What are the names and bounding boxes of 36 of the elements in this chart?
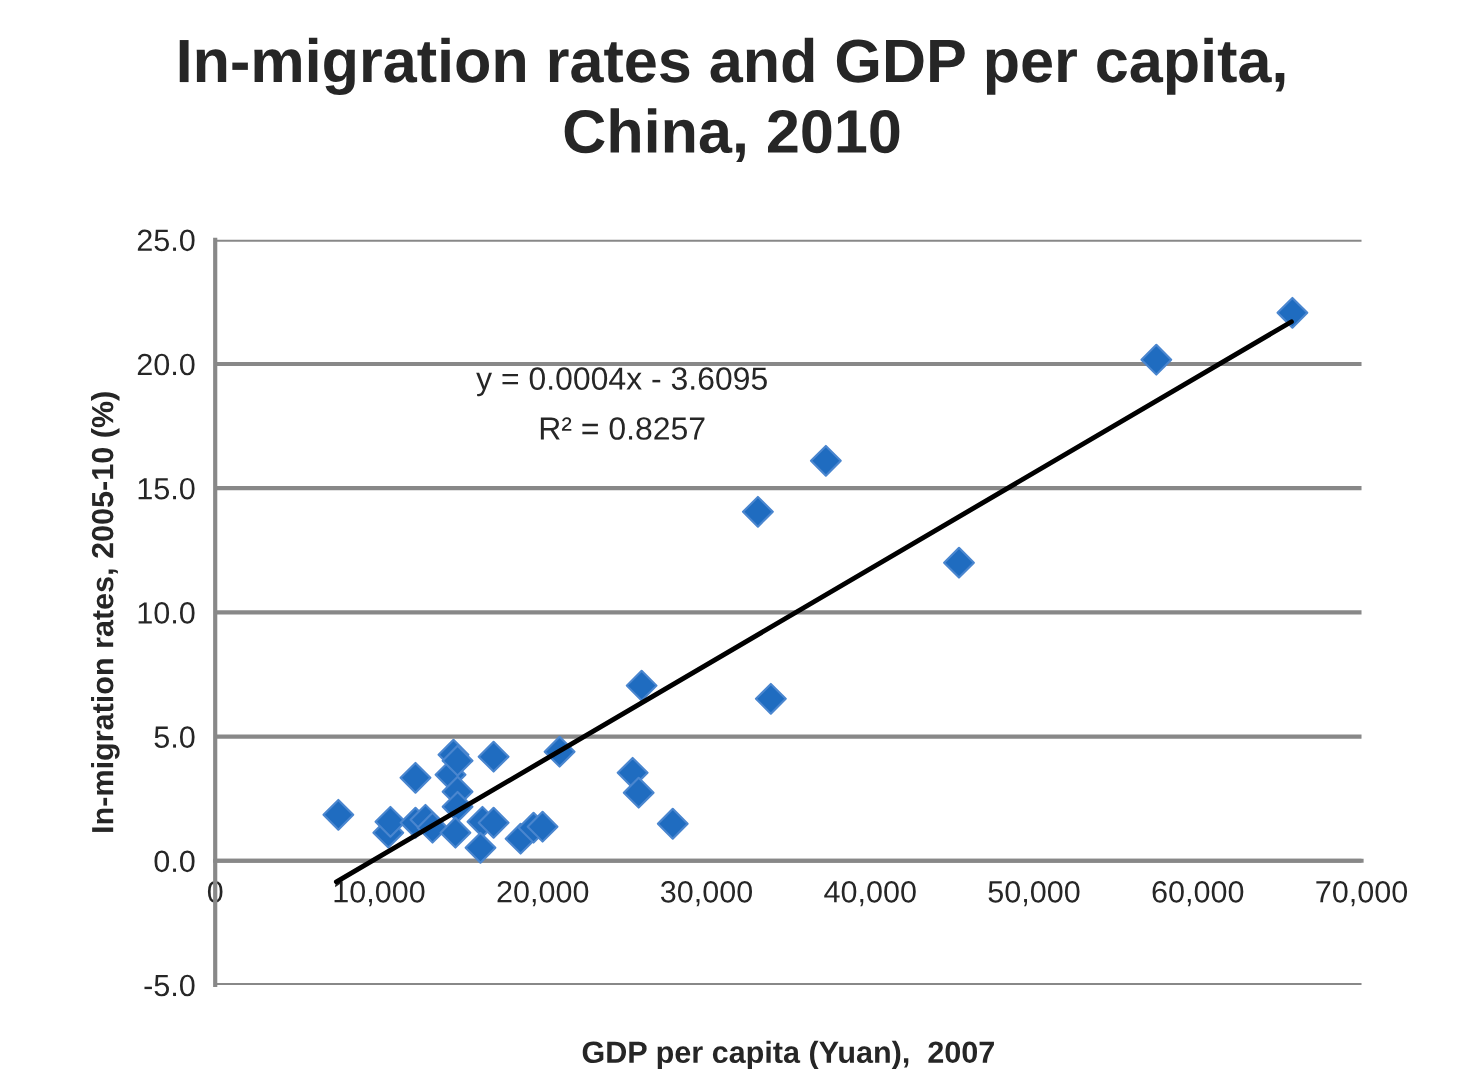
x-tick-label: 60,000 — [1152, 881, 1244, 907]
point — [622, 776, 655, 809]
point — [741, 495, 774, 528]
point — [464, 831, 497, 864]
x-tick-label: 30,000 — [660, 881, 753, 907]
point — [943, 546, 975, 579]
x-tick-label: 70,000 — [1316, 881, 1408, 907]
point — [526, 810, 559, 843]
x-tick-label: 40,000 — [824, 881, 916, 907]
annotation: R² = 0.8257 — [540, 417, 705, 440]
x-axis-title: GDP per capita (Yuan), 2007 — [582, 1040, 994, 1070]
point — [439, 816, 472, 849]
x-tick-label: 10,000 — [334, 881, 425, 907]
point — [754, 682, 787, 715]
point — [809, 444, 842, 477]
point — [656, 807, 689, 840]
y-tick-label: -5.0 — [144, 974, 195, 997]
y-tick-label: 25.0 — [137, 229, 195, 252]
point — [477, 740, 510, 773]
y-tick-label: 0.0 — [154, 850, 195, 873]
y-tick-label: 20.0 — [137, 353, 195, 376]
point — [441, 744, 474, 777]
point — [1140, 343, 1173, 376]
y-tick-label: 5.0 — [154, 726, 195, 748]
point — [322, 798, 355, 831]
chart-title: In-migration rates and GDP per capita, China, 2010 — [179, 37, 1285, 163]
point — [399, 761, 432, 794]
point — [477, 806, 510, 839]
annotation: y = 0.0004x - 3.6095 — [476, 367, 767, 397]
point — [625, 669, 658, 702]
y-tick-label: 10.0 — [138, 602, 195, 624]
y-tick-label: 15.0 — [138, 477, 195, 500]
point — [1276, 296, 1309, 329]
x-tick-label: 20,000 — [497, 881, 589, 907]
x-tick-label: 50,000 — [988, 881, 1080, 907]
y-axis-title: In-migration rates, 2005-10 (%) — [91, 392, 120, 832]
